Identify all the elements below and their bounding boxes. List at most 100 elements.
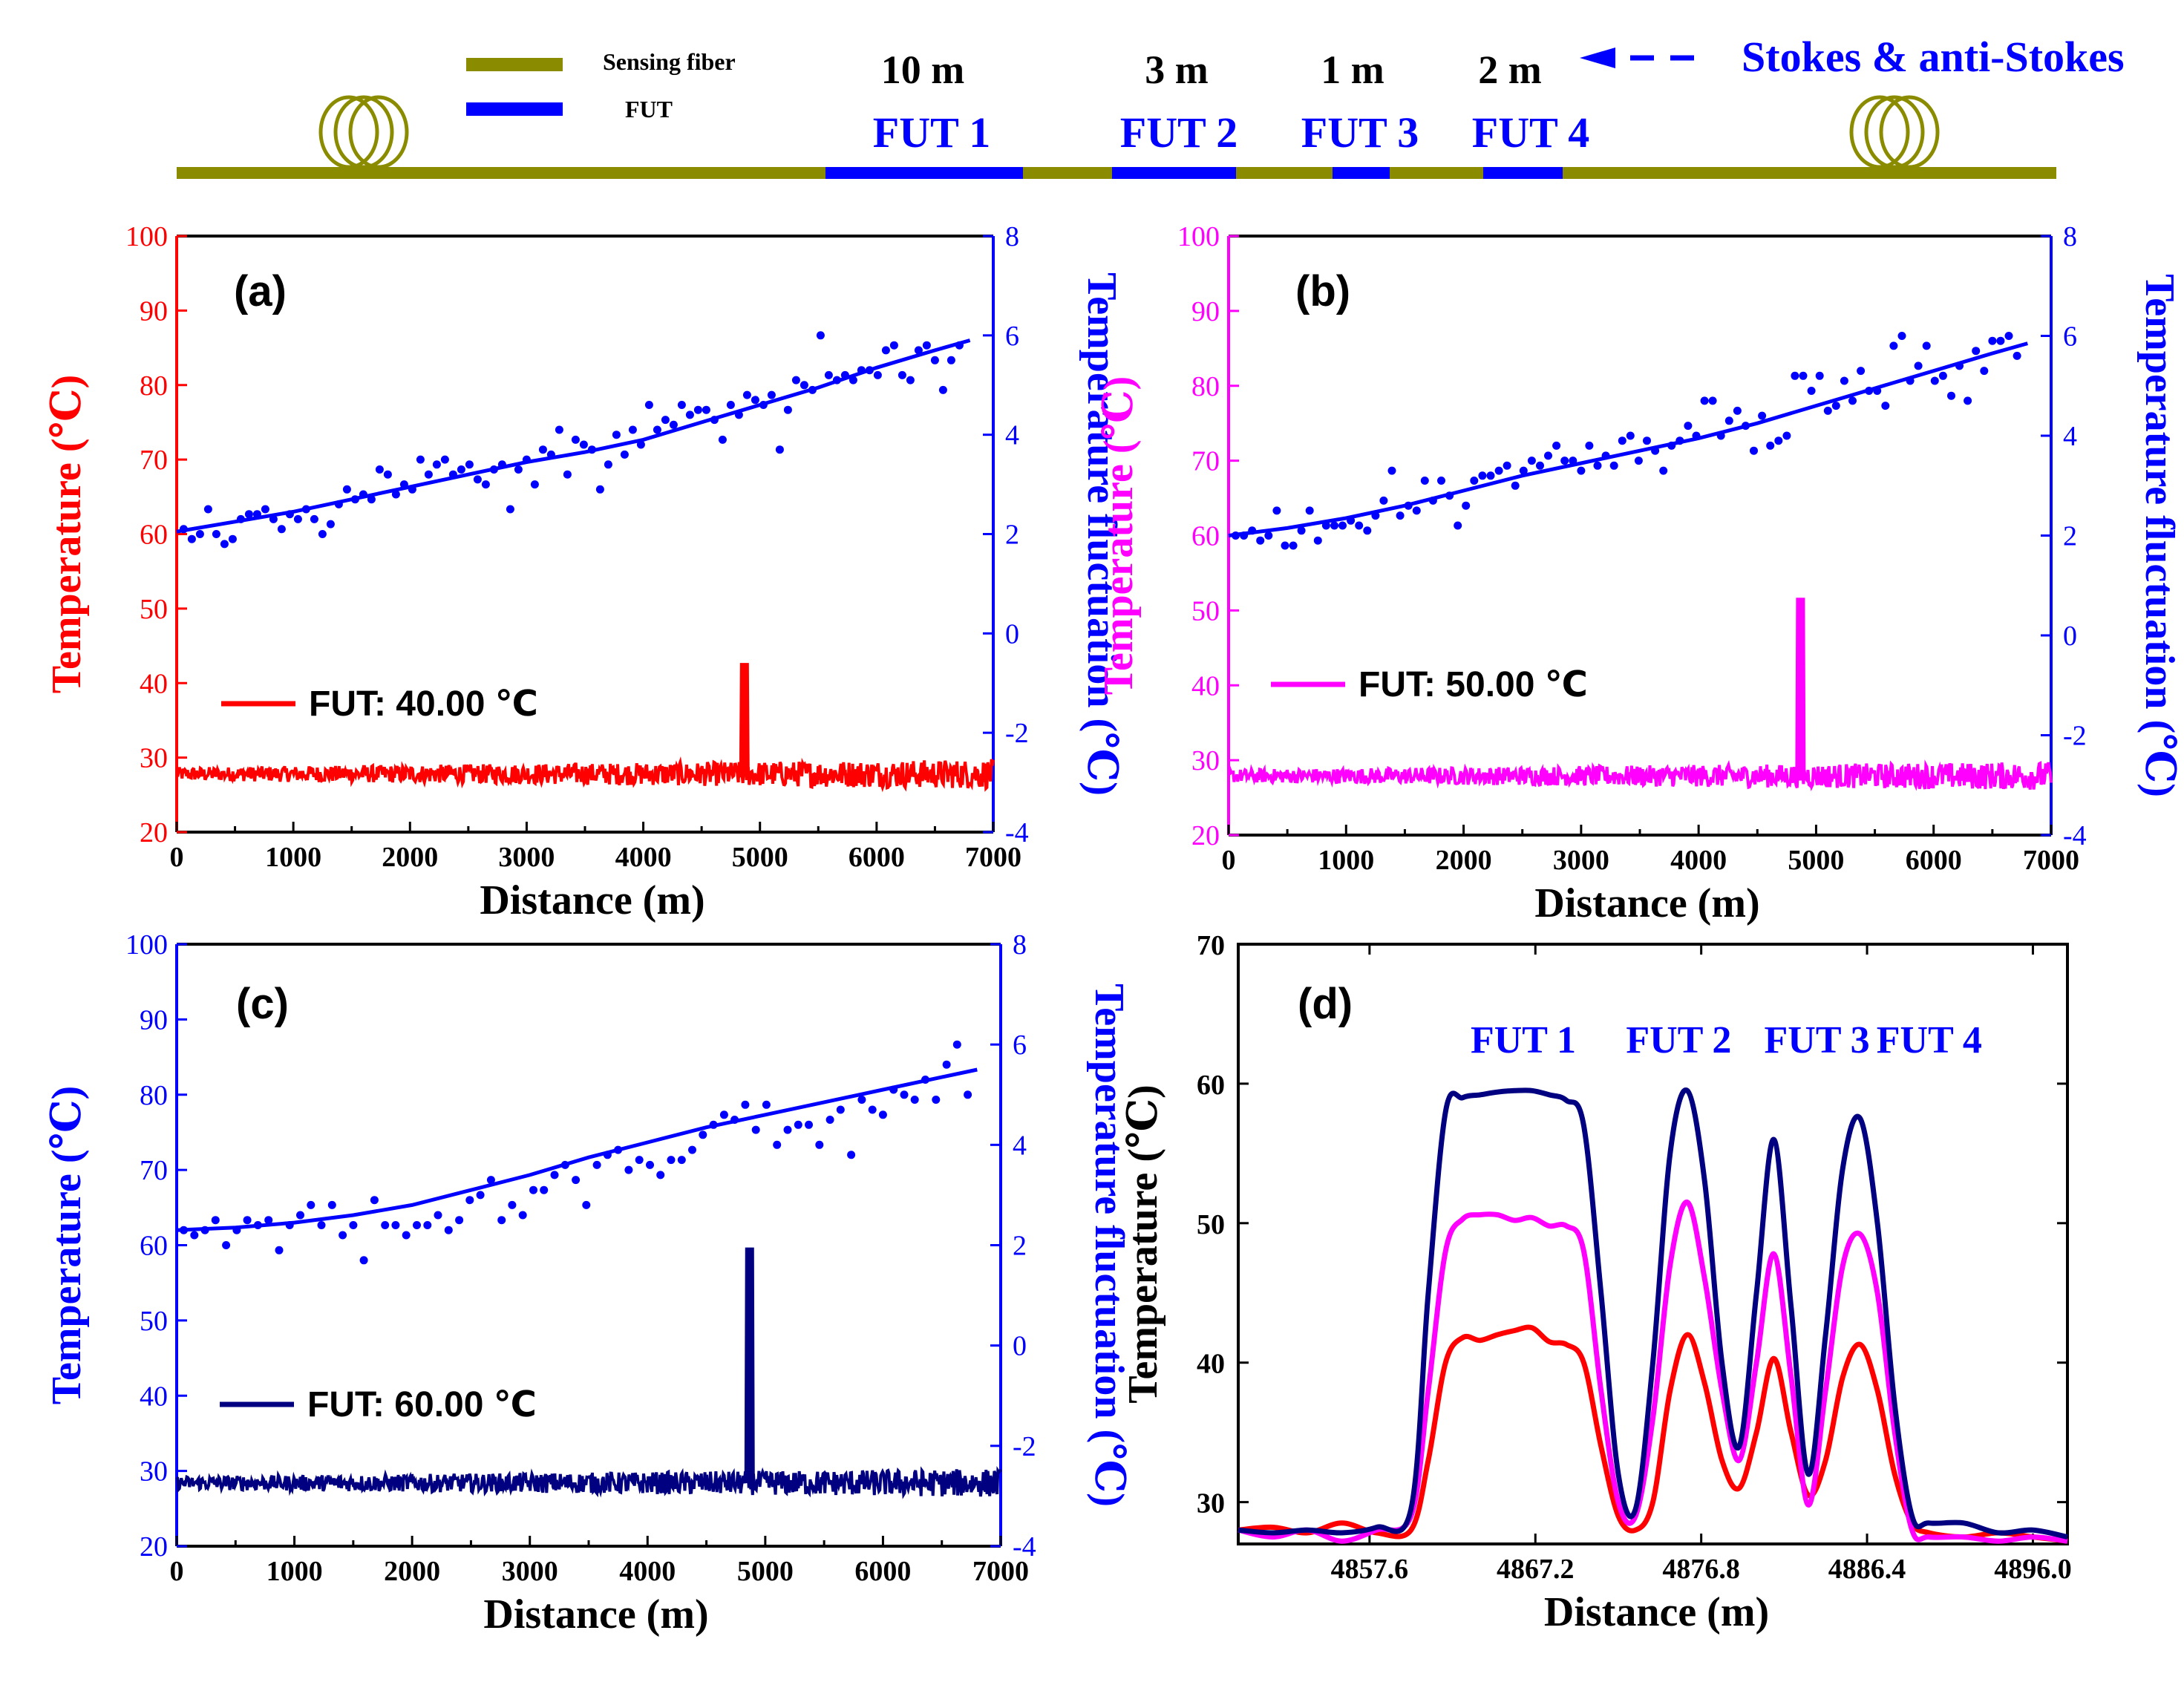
x-tick-label: 1000 [267,1556,323,1587]
fluctuation-point [560,1160,569,1169]
x-tick-label: 5000 [737,1556,794,1587]
y-left-tick-label: 70 [140,445,168,476]
fluctuation-point [685,410,694,419]
y-left-tick-label: 40 [140,1381,168,1412]
y-left-axis-title: Temperature (℃) [44,1086,90,1404]
y-right-tick-label: 2 [2063,521,2077,552]
fluctuation-point [563,470,572,479]
fluctuation-point [212,530,220,538]
fluctuation-point [824,370,833,379]
fluctuation-point [423,1221,432,1229]
fluctuation-point [1684,422,1693,431]
fluctuation-point [244,510,253,519]
fluctuation-point [546,450,555,459]
fluctuation-fit-line [176,338,971,534]
fluctuation-point [1667,441,1676,450]
fluctuation-point [1823,406,1832,415]
fluctuation-point [767,390,776,399]
fluctuation-point [921,1076,929,1084]
fluctuation-point [203,505,212,514]
x-tick-label: 7000 [2023,845,2079,876]
y-right-tick-label: 4 [2063,421,2077,452]
fluctuation-point [522,455,531,464]
y-axis-title: Temperature (℃) [1120,1084,1166,1403]
fluctuation-point [1675,436,1684,445]
fluctuation-point [791,376,800,385]
fluctuation-point [301,505,310,514]
fluctuation-point [656,1171,665,1180]
fluctuation-point [1544,451,1552,460]
fluctuation-point [582,1200,591,1209]
x-tick-label: 3000 [1553,845,1609,876]
fluctuation-point [1618,436,1626,445]
fluctuation-point [1708,396,1717,405]
fluctuation-point [269,514,278,523]
fluctuation-point [688,1145,696,1154]
fluctuation-point [1256,536,1265,545]
y-left-tick-label: 80 [140,370,168,402]
fluctuation-point [1922,341,1931,350]
fluctuation-point [1527,457,1536,465]
y-left-tick-label: 100 [125,221,168,252]
fluctuation-point [1831,402,1840,410]
x-tick-label: 5000 [732,842,788,873]
panel-label: (b) [1295,267,1350,315]
fluctuation-point [2013,351,2021,360]
fluctuation-point [730,1116,739,1124]
fiber-schematic: Sensing fiber FUT 10 m FUT 1 3 m FUT 2 1… [177,33,2125,179]
fluctuation-point [816,331,825,340]
fluctuation-point [285,510,294,519]
y-right-axis-title: Temperature fluctuation (℃) [2136,274,2183,797]
fluctuation-point [1462,501,1471,510]
fluctuation-point [808,385,817,394]
fluctuation-point [1264,531,1273,540]
x-tick-label: 2000 [384,1556,440,1587]
fluctuation-point [432,460,441,469]
y-left-tick-label: 80 [1191,371,1220,402]
fut1-length: 10 m [881,48,965,92]
fluctuation-point [222,1241,231,1249]
x-tick-label: 7000 [972,1556,1029,1587]
fluctuation-point [277,525,286,534]
x-tick-label: 4000 [615,842,672,873]
panel-label: (d) [1298,980,1353,1028]
fluctuation-point [1379,496,1388,505]
fluctuation-point [1700,396,1709,405]
fluctuation-point [572,1176,581,1185]
fluctuation-point [942,1060,951,1069]
fluctuation-point [628,425,637,434]
fluctuation-point [587,445,596,454]
fluctuation-point [773,1140,782,1149]
fluctuation-point [285,1221,294,1229]
fluctuation-point [1972,347,1981,356]
fluctuation-point [179,525,188,534]
fluctuation-point [1626,431,1635,440]
fluctuation-point [751,1125,760,1134]
x-tick-label: 4886.4 [1828,1554,1906,1585]
fut-peak [739,663,750,774]
fluctuation-point [413,1221,421,1229]
y-left-tick-label: 30 [140,1456,168,1488]
x-axis-title: Distance (m) [480,877,704,923]
fluctuation-point [1930,376,1939,385]
fluctuation-point [211,1216,220,1225]
fluctuation-point [1988,336,1997,345]
y-right-axis-title: Temperature fluctuation (℃) [1079,272,1125,796]
panel-label: (c) [236,980,289,1028]
y-left-tick-label: 20 [140,817,168,848]
fluctuation-point [751,396,759,405]
fluctuation-point [434,1211,442,1220]
fluctuation-point [898,370,906,379]
fluctuation-point [195,530,204,538]
fluctuation-point [1396,511,1405,520]
fluctuation-point [1536,461,1544,470]
fluctuation-point [1750,446,1758,455]
fluctuation-point [1774,436,1783,445]
y-right-tick-label: 8 [2063,221,2077,252]
fluctuation-point [1889,341,1898,350]
fluctuation-point [1297,526,1306,535]
fluctuation-point [699,1131,707,1139]
fluctuation-point [530,480,539,489]
fluctuation-point [317,1221,326,1229]
fluctuation-point [190,1231,199,1240]
